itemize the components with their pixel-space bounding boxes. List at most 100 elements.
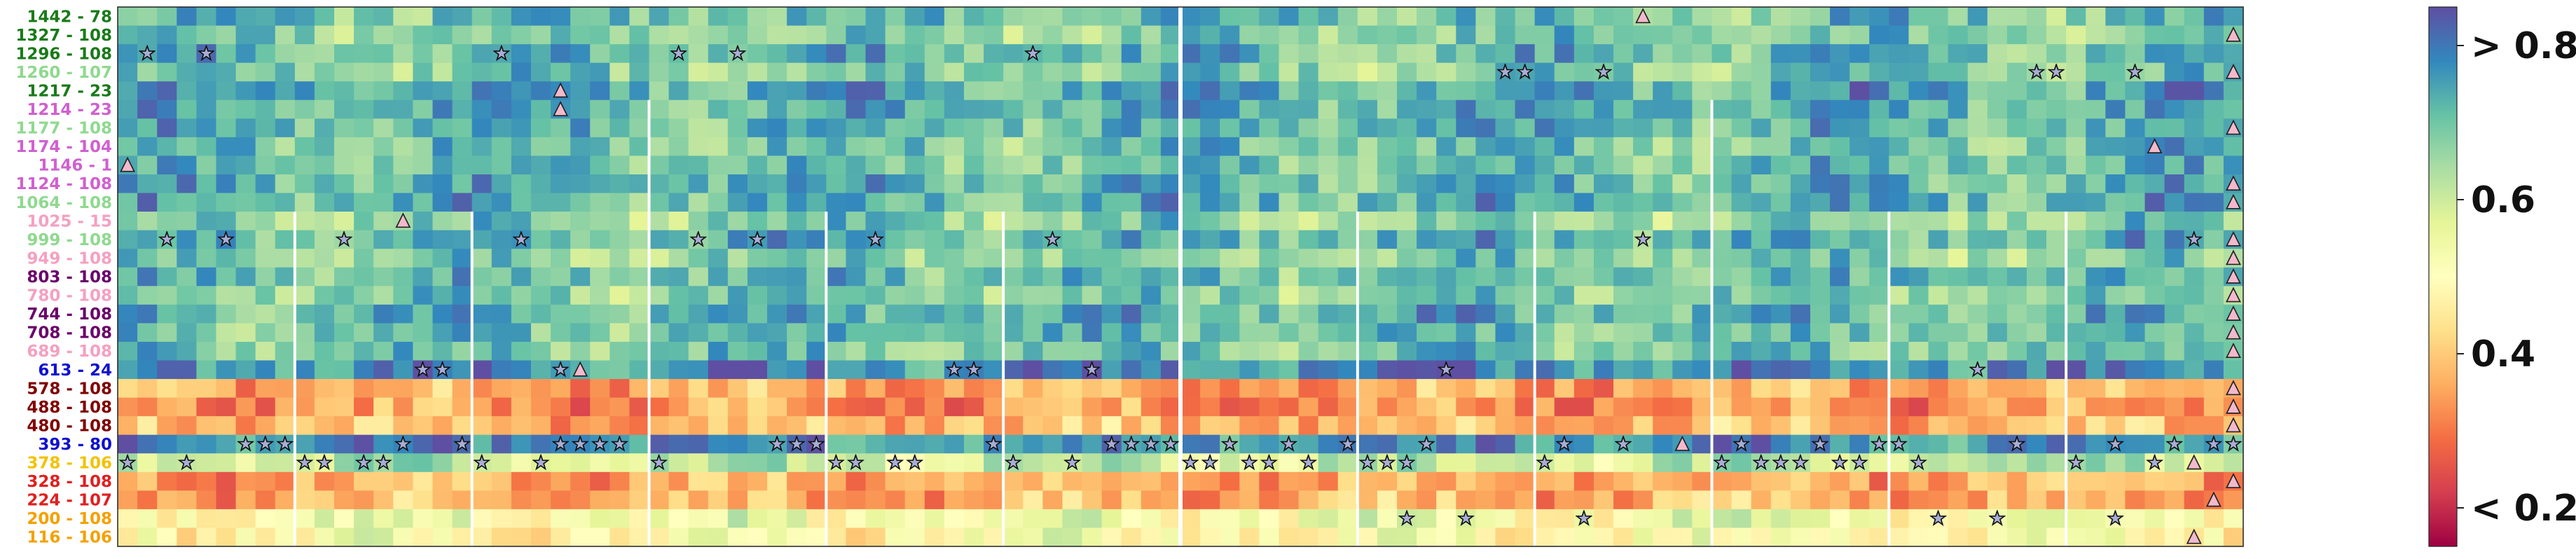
heatmap-cell	[511, 379, 532, 399]
heatmap-cell	[1692, 230, 1713, 249]
heatmap-cell	[1259, 434, 1280, 454]
heatmap-cell	[1436, 341, 1456, 361]
heatmap-cell	[1003, 81, 1024, 101]
heatmap-cell	[1279, 7, 1300, 27]
heatmap-cell	[1475, 490, 1496, 510]
heatmap-cell	[787, 323, 807, 343]
heatmap-cell	[767, 44, 787, 64]
heatmap-cell	[1062, 397, 1083, 417]
heatmap-cell	[1200, 490, 1220, 510]
heatmap-cell	[1593, 509, 1614, 529]
heatmap-cell	[255, 379, 276, 399]
heatmap-cell	[354, 416, 374, 436]
heatmap-cell	[1101, 174, 1122, 194]
heatmap-cell	[118, 81, 138, 101]
heatmap-cell	[570, 286, 591, 305]
heatmap-cell	[865, 509, 886, 529]
heatmap-cell	[590, 137, 610, 157]
heatmap-cell	[865, 267, 886, 287]
heatmap-cell	[2086, 453, 2106, 473]
heatmap-cell	[1337, 174, 1358, 194]
heatmap-cell	[2203, 360, 2224, 380]
heatmap-cell	[767, 212, 787, 231]
heatmap-cell	[2066, 156, 2086, 175]
heatmap-cell	[216, 174, 237, 194]
heatmap-cell	[1023, 249, 1043, 268]
heatmap-cell	[924, 230, 945, 249]
heatmap-cell	[1318, 156, 1339, 175]
heatmap-cell	[826, 527, 847, 547]
heatmap-cell	[1239, 323, 1260, 343]
heatmap-cell	[1869, 453, 1889, 473]
heatmap-cell	[216, 193, 237, 212]
heatmap-cell	[767, 286, 787, 305]
heatmap-cell	[1987, 267, 2008, 287]
heatmap-cell	[984, 62, 1004, 82]
heatmap-cell	[1042, 25, 1063, 45]
heatmap-cell	[1298, 249, 1319, 268]
heatmap-cell	[1141, 25, 1162, 45]
heatmap-cell	[1082, 416, 1103, 436]
heatmap-cell	[354, 490, 374, 510]
heatmap-cell	[1082, 7, 1103, 27]
heatmap-cell	[1495, 44, 1516, 64]
heatmap-cell	[1456, 416, 1476, 436]
heatmap-cell	[1141, 44, 1162, 64]
heatmap-cell	[2105, 379, 2126, 399]
heatmap-cell	[1318, 434, 1339, 454]
heatmap-cell	[668, 249, 689, 268]
heatmap-cell	[1948, 471, 1969, 491]
heatmap-cell	[1397, 341, 1417, 361]
heatmap-cell	[1987, 99, 2008, 119]
heatmap-cell	[1889, 527, 1910, 547]
heatmap-cell	[1141, 99, 1162, 119]
heatmap-cell	[885, 62, 906, 82]
heatmap-cell	[885, 341, 906, 361]
heatmap-cell	[1318, 397, 1339, 417]
heatmap-cell	[1357, 360, 1378, 380]
heatmap-cell	[787, 118, 807, 138]
heatmap-cell	[1239, 81, 1260, 101]
heatmap-cell	[924, 137, 945, 157]
heatmap-cell	[551, 453, 571, 473]
heatmap-cell	[924, 249, 945, 268]
heatmap-cell	[1495, 81, 1516, 101]
heatmap-cell	[1200, 434, 1220, 454]
heatmap-cell	[1515, 156, 1536, 175]
heatmap-cell	[1711, 509, 1733, 529]
heatmap-cell	[1850, 81, 1870, 101]
heatmap-cell	[1318, 7, 1339, 27]
heatmap-cell	[1810, 360, 1831, 380]
heatmap-cell	[1790, 156, 1811, 175]
heatmap-cell	[1259, 416, 1280, 436]
heatmap-cell	[1948, 118, 1969, 138]
heatmap-cell	[1633, 267, 1653, 287]
heatmap-cell	[1101, 304, 1122, 324]
heatmap-cell	[1160, 323, 1181, 343]
heatmap-cell	[688, 212, 709, 231]
heatmap-cell	[1928, 304, 1949, 324]
heatmap-cell	[413, 212, 434, 231]
heatmap-cell	[2203, 212, 2224, 231]
heatmap-cell	[1613, 397, 1634, 417]
heatmap-cell	[924, 527, 945, 547]
heatmap-cell	[491, 453, 512, 473]
heatmap-cell	[2006, 453, 2027, 473]
heatmap-cell	[1239, 230, 1260, 249]
heatmap-cell	[2203, 193, 2224, 212]
heatmap-cell	[668, 62, 689, 82]
heatmap-cell	[471, 471, 493, 491]
heatmap-cell	[1239, 286, 1260, 305]
row-label: 1064 - 108	[15, 194, 112, 212]
heatmap-cell	[491, 81, 512, 101]
heatmap-cell	[275, 193, 296, 212]
heatmap-cell	[354, 304, 374, 324]
heatmap-cell	[2046, 230, 2067, 249]
heatmap-cell	[551, 416, 571, 436]
heatmap-cell	[314, 304, 335, 324]
row-label: 803 - 108	[27, 268, 112, 287]
heatmap-cell	[1711, 341, 1733, 361]
heatmap-cell	[1397, 286, 1417, 305]
heatmap-cell	[1318, 230, 1339, 249]
heatmap-cell	[2105, 341, 2126, 361]
